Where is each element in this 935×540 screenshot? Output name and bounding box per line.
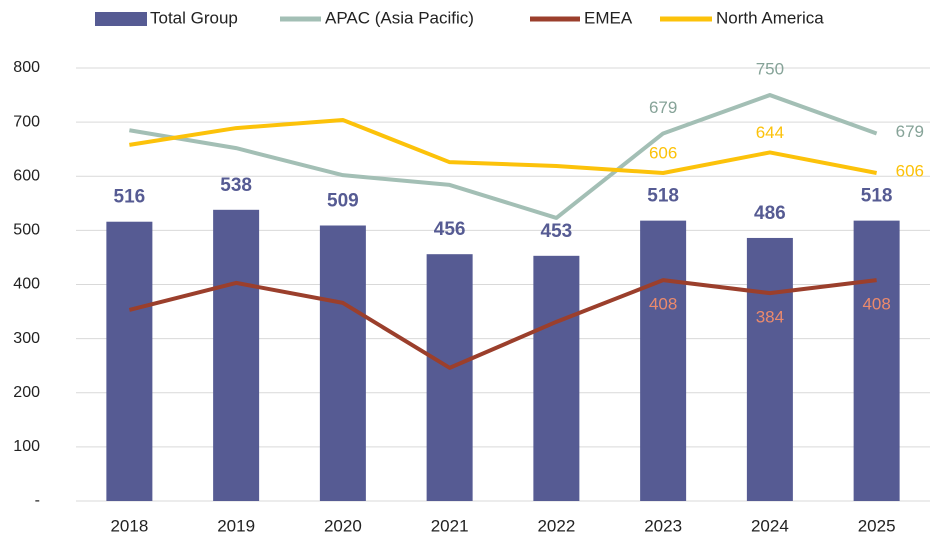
line-value-label: 679	[649, 98, 677, 117]
bar	[319, 225, 366, 501]
line-value-label: 408	[649, 295, 677, 314]
line-series	[129, 117, 878, 176]
line-value-label: 606	[649, 143, 677, 162]
bar-value-label: 516	[114, 187, 146, 208]
line-value-label: 644	[756, 123, 784, 142]
bar-value-label: 486	[754, 203, 786, 224]
y-tick-label: -	[35, 492, 40, 509]
line-value-label: 606	[896, 161, 924, 180]
legend-label: Total Group	[150, 8, 238, 27]
bar-value-label: 453	[541, 221, 573, 242]
line-value-label: 408	[862, 295, 890, 314]
legend-label: North America	[716, 8, 824, 27]
x-tick-label: 2023	[644, 516, 682, 535]
y-tick-label: 700	[13, 113, 40, 130]
x-tick-label: 2019	[217, 516, 255, 535]
bar	[746, 237, 793, 501]
y-tick-label: 500	[13, 222, 40, 239]
y-tick-label: 800	[13, 59, 40, 76]
bar	[213, 209, 260, 501]
y-tick-label: 200	[13, 384, 40, 401]
line-series	[128, 278, 877, 370]
x-tick-label: 2020	[324, 516, 362, 535]
bar-value-label: 518	[861, 186, 893, 207]
bar-value-label: 509	[327, 191, 359, 212]
y-tick-label: 400	[13, 276, 40, 293]
line-value-label: 384	[756, 308, 784, 327]
line-value-label: 679	[896, 122, 924, 141]
bar-value-label: 456	[434, 219, 466, 240]
x-tick-label: 2022	[537, 516, 575, 535]
bar	[106, 221, 153, 501]
x-tick-label: 2025	[858, 516, 896, 535]
legend-label: APAC (Asia Pacific)	[325, 8, 474, 27]
bar-value-label: 518	[647, 186, 679, 207]
bar-value-label: 538	[220, 175, 252, 196]
y-tick-label: 600	[13, 167, 40, 184]
bar	[533, 255, 580, 501]
x-tick-label: 2024	[751, 516, 789, 535]
bar	[426, 254, 473, 501]
line-value-label: 750	[756, 60, 784, 79]
x-tick-label: 2021	[431, 516, 469, 535]
x-tick-label: 2018	[110, 516, 148, 535]
line-series	[129, 93, 878, 220]
y-tick-label: 300	[13, 330, 40, 347]
bar	[853, 220, 900, 501]
y-tick-label: 100	[13, 438, 40, 455]
legend-swatch	[95, 12, 147, 26]
legend-label: EMEA	[584, 8, 633, 27]
bar	[640, 220, 687, 501]
